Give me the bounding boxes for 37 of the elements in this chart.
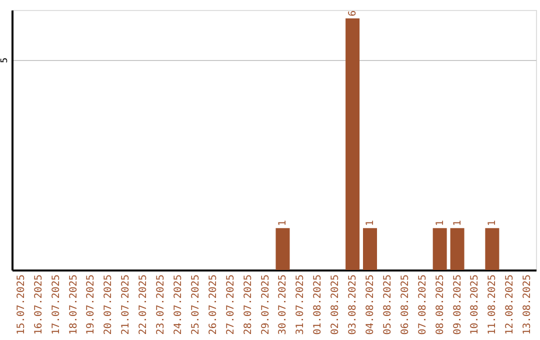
x-tick-label: 26.07.2025 [208,274,219,335]
x-tick-label: 01.08.2025 [312,274,324,335]
y-tick-label: 5 [0,58,10,64]
x-tick-label: 30.07.2025 [278,274,289,335]
x-tick-label: 07.08.2025 [417,274,428,335]
x-tick-label: 12.08.2025 [504,274,516,335]
data-label: 1 [487,220,498,226]
x-tick-label: 22.07.2025 [138,274,150,335]
x-tick-label: 13.08.2025 [522,274,534,335]
x-tick-label: 21.07.2025 [120,274,132,335]
x-tick-label: 10.08.2025 [470,274,481,335]
x-tick-label: 23.07.2025 [156,274,167,335]
x-tick-label: 27.07.2025 [225,274,236,335]
x-tick-label: 19.07.2025 [86,274,97,335]
x-tick-label: 18.07.2025 [68,274,80,335]
x-tick-label: 31.07.2025 [295,274,306,335]
x-tick-label: 04.08.2025 [365,274,376,335]
data-label: 1 [365,220,376,226]
x-tick-label: 15.07.2025 [16,274,27,335]
x-tick-label: 25.07.2025 [190,274,202,335]
x-tick-label: 17.07.2025 [50,274,62,335]
x-tick-label: 11.08.2025 [487,274,498,335]
x-tick-label: 24.07.2025 [172,274,184,335]
x-tick-label: 20.07.2025 [103,274,114,335]
x-tick-label: 29.07.2025 [260,274,272,335]
x-tick-label: 06.08.2025 [400,274,411,335]
data-label: 1 [452,220,464,226]
x-tick-label: 09.08.2025 [452,274,464,335]
data-label: 1 [434,220,446,226]
x-tick-label: 16.07.2025 [33,274,44,335]
x-tick-label: 08.08.2025 [434,274,446,335]
x-tick-label: 03.08.2025 [348,274,359,335]
data-label: 6 [348,10,359,16]
x-tick-label: 28.07.2025 [242,274,254,335]
x-tick-label: 05.08.2025 [382,274,394,335]
data-label: 1 [278,220,289,226]
x-tick-label: 02.08.2025 [330,274,342,335]
